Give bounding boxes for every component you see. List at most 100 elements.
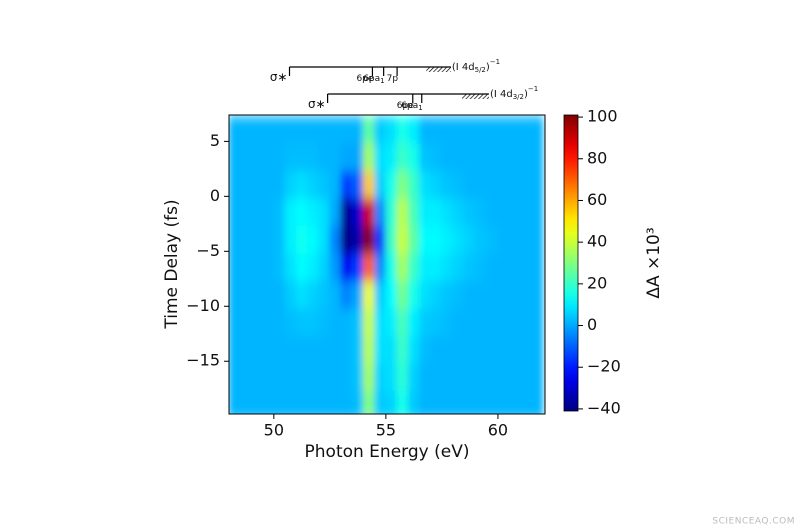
colorbar-tick-label: −40 <box>587 398 621 417</box>
heat-cell <box>497 336 510 365</box>
heat-cell <box>239 198 252 228</box>
heat-cell <box>284 253 297 283</box>
edge-label-sup: −1 <box>490 58 500 66</box>
heat-cell <box>463 171 477 200</box>
heat-cell <box>463 308 477 338</box>
level-label-sub: 1 <box>418 104 422 112</box>
y-tick-label: −10 <box>186 296 220 315</box>
heat-cell <box>273 253 286 283</box>
heat-cell <box>475 308 488 338</box>
heat-cell <box>340 171 353 200</box>
heat-cell <box>362 363 376 392</box>
heat-cell <box>463 116 477 145</box>
heat-cell <box>229 253 241 283</box>
heat-cell <box>486 198 499 228</box>
heat-cell <box>284 116 297 145</box>
heat-cell <box>351 198 364 228</box>
heat-cell <box>262 226 275 255</box>
heat-cell <box>531 198 544 228</box>
heat-cell <box>418 226 432 255</box>
heat-cell <box>318 390 331 414</box>
heat-cell <box>329 336 342 365</box>
heat-cell <box>475 171 488 200</box>
heat-cell <box>497 363 510 392</box>
heat-cell <box>340 143 353 173</box>
heat-cell <box>318 363 331 392</box>
heat-cell <box>351 116 364 145</box>
level-label-sub: 1 <box>380 77 384 85</box>
heat-cell <box>306 143 320 173</box>
heat-cell <box>273 171 286 200</box>
heat-cell <box>273 143 286 173</box>
heat-cell <box>295 308 308 338</box>
heat-cell <box>385 116 398 145</box>
heat-cell <box>385 363 398 392</box>
heat-cell <box>318 116 331 145</box>
level-label-text: σ∗ <box>270 70 288 84</box>
heat-cell <box>306 363 320 392</box>
heat-cell <box>250 143 264 173</box>
edge-label-sup: −1 <box>528 85 538 93</box>
x-tick-label: 55 <box>376 421 396 440</box>
heat-cell <box>284 226 297 255</box>
heat-cell <box>407 336 420 365</box>
heat-cell <box>229 198 241 228</box>
level-label: 6pa1 <box>401 101 422 113</box>
level-label: 6pe <box>397 101 414 111</box>
heat-cell <box>475 116 488 145</box>
heat-cell <box>229 336 241 365</box>
heat-cell <box>441 198 454 228</box>
watermark: SCIENCEAQ.COM <box>712 517 795 527</box>
heat-cell <box>396 390 409 414</box>
heat-cell <box>519 116 533 145</box>
heat-cell <box>531 143 544 173</box>
heat-cell <box>229 226 241 255</box>
heat-cell <box>430 226 443 255</box>
level-label: 6pe <box>356 74 373 84</box>
heat-cell <box>486 363 499 392</box>
heat-cell <box>475 143 488 173</box>
heat-cell <box>519 336 533 365</box>
heat-cell <box>229 143 241 173</box>
heat-cell <box>284 390 297 414</box>
heat-cell <box>407 363 420 392</box>
x-axis-label: Photon Energy (eV) <box>305 442 470 462</box>
heat-cell <box>475 226 488 255</box>
heat-cell <box>452 363 465 392</box>
edge-label-tail: ) <box>486 62 490 73</box>
heat-cell <box>318 143 331 173</box>
heat-cell <box>374 198 387 228</box>
cells <box>229 116 544 414</box>
heat-cell <box>486 171 499 200</box>
heat-cell <box>519 390 533 414</box>
heat-cell <box>396 198 409 228</box>
heat-cell <box>486 308 499 338</box>
heat-cell <box>441 363 454 392</box>
heat-cell <box>362 281 376 310</box>
heat-cell <box>396 253 409 283</box>
level-label-text: 6pa <box>363 74 380 84</box>
heat-cell <box>374 336 387 365</box>
heat-cell <box>362 308 376 338</box>
heat-cell <box>497 198 510 228</box>
heat-cell <box>262 116 275 145</box>
heat-cell <box>486 143 499 173</box>
heat-cell <box>519 198 533 228</box>
heat-cell <box>407 143 420 173</box>
heat-cell <box>497 281 510 310</box>
heat-cell <box>441 336 454 365</box>
heat-cell <box>351 143 364 173</box>
level-label-text: 6pe <box>397 101 414 111</box>
level-label-text: 7p <box>387 74 399 84</box>
heat-cell <box>362 198 376 228</box>
heat-cell <box>239 363 252 392</box>
heat-cell <box>452 143 465 173</box>
heat-cell <box>385 253 398 283</box>
heat-cell <box>239 116 252 145</box>
heat-cell <box>531 171 544 200</box>
colorbar-tick-label: 20 <box>587 273 607 292</box>
edge-label: (I 4d3/2)−1 <box>490 85 538 101</box>
y-axis-label: Time Delay (fs) <box>162 199 182 329</box>
heat-cell <box>351 171 364 200</box>
